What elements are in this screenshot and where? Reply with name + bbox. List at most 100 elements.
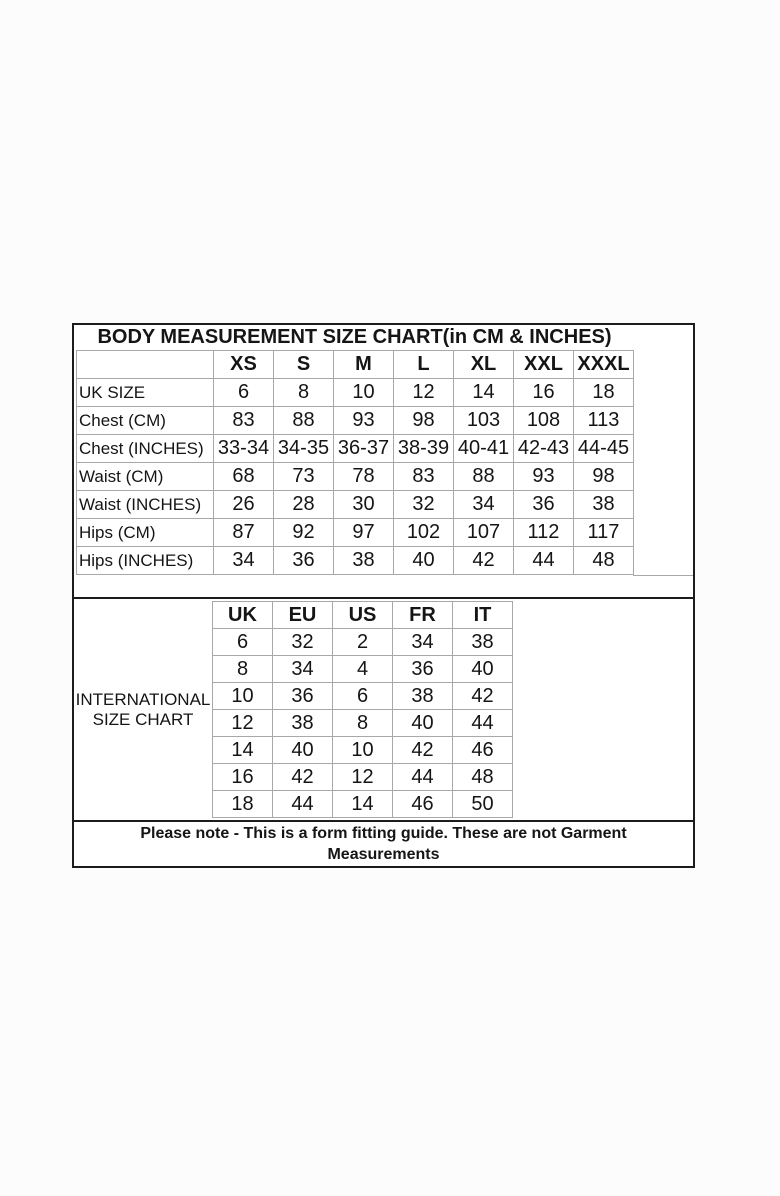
international-size-cell: 6 [332, 682, 393, 710]
size-column-header: M [333, 350, 394, 379]
measurement-value-cell: 48 [573, 546, 634, 575]
international-size-cell: 46 [452, 736, 513, 764]
measurement-row-label: Waist (INCHES) [76, 490, 214, 519]
measurement-value-cell: 93 [513, 462, 574, 491]
international-size-cell: 40 [272, 736, 333, 764]
international-label-line1: INTERNATIONAL [75, 689, 211, 709]
international-size-cell: 34 [392, 628, 453, 656]
measurement-value-cell: 38-39 [393, 434, 454, 463]
measurement-value-cell: 108 [513, 406, 574, 435]
international-size-cell: 40 [452, 655, 513, 683]
table-row: Waist (INCHES) 26 28 30 32 34 36 38 [76, 490, 634, 519]
measurement-row-label: Chest (INCHES) [76, 434, 214, 463]
international-label-line2: SIZE CHART [92, 709, 194, 729]
measurement-value-cell: 36 [513, 490, 574, 519]
measurement-value-cell: 6 [213, 378, 274, 407]
table-row: 8 34 4 36 40 [212, 655, 513, 683]
fitting-guide-note-line2: Measurements [327, 846, 440, 863]
international-size-cell: 12 [212, 709, 273, 737]
table-row: 12 38 8 40 44 [212, 709, 513, 737]
international-size-chart-label: INTERNATIONAL SIZE CHART [74, 601, 212, 818]
region-column-header: IT [452, 601, 513, 629]
table-bottom-extension-line [633, 575, 693, 576]
international-size-cell: 8 [332, 709, 393, 737]
measurement-value-cell: 14 [453, 378, 514, 407]
international-size-cell: 16 [212, 763, 273, 791]
measurement-row-label: Waist (CM) [76, 462, 214, 491]
measurement-value-cell: 44 [513, 546, 574, 575]
size-column-header: XL [453, 350, 514, 379]
size-column-header: XXXL [573, 350, 634, 379]
international-size-cell: 8 [212, 655, 273, 683]
table-row: 6 32 2 34 38 [212, 628, 513, 656]
measurement-value-cell: 117 [573, 518, 634, 547]
size-column-header: L [393, 350, 454, 379]
table-row: Chest (INCHES) 33-34 34-35 36-37 38-39 40-41 4… [76, 434, 634, 463]
fitting-guide-note-line1: Please note - This is a form fitting gui… [140, 825, 627, 842]
international-size-cell: 32 [272, 628, 333, 656]
measurement-value-cell: 73 [273, 462, 334, 491]
measurement-value-cell: 98 [393, 406, 454, 435]
international-size-cell: 10 [332, 736, 393, 764]
international-size-cell: 36 [392, 655, 453, 683]
region-column-header: UK [212, 601, 273, 629]
chart-title: BODY MEASUREMENT SIZE CHART(in CM & INCH… [97, 326, 612, 348]
section-divider-bottom [74, 820, 693, 822]
measurement-row-label: Hips (CM) [76, 518, 214, 547]
international-size-cell: 42 [452, 682, 513, 710]
measurement-value-cell: 78 [333, 462, 394, 491]
measurement-value-cell: 34 [453, 490, 514, 519]
size-chart-frame: BODY MEASUREMENT SIZE CHART(in CM & INCH… [72, 323, 695, 868]
measurement-row-label: Hips (INCHES) [76, 546, 214, 575]
measurement-value-cell: 33-34 [213, 434, 274, 463]
measurement-value-cell: 98 [573, 462, 634, 491]
measurement-value-cell: 97 [333, 518, 394, 547]
international-size-cell: 36 [272, 682, 333, 710]
measurement-value-cell: 88 [273, 406, 334, 435]
measurement-value-cell: 40 [393, 546, 454, 575]
international-size-cell: 14 [332, 790, 393, 818]
measurement-value-cell: 34-35 [273, 434, 334, 463]
table-row: Chest (CM) 83 88 93 98 103 108 113 [76, 406, 634, 435]
measurement-value-cell: 113 [573, 406, 634, 435]
international-size-cell: 2 [332, 628, 393, 656]
measurement-value-cell: 40-41 [453, 434, 514, 463]
measurement-value-cell: 26 [213, 490, 274, 519]
table-row: 10 36 6 38 42 [212, 682, 513, 710]
international-size-cell: 12 [332, 763, 393, 791]
measurement-value-cell: 38 [573, 490, 634, 519]
table-row: Hips (CM) 87 92 97 102 107 112 117 [76, 518, 634, 547]
measurement-row-label: Chest (CM) [76, 406, 214, 435]
table-row: 18 44 14 46 50 [212, 790, 513, 818]
header-row: XS S M L XL XXL XXXL [76, 350, 634, 379]
region-column-header: EU [272, 601, 333, 629]
measurement-value-cell: 18 [573, 378, 634, 407]
corner-cell [76, 350, 214, 379]
measurement-value-cell: 107 [453, 518, 514, 547]
international-size-cell: 38 [392, 682, 453, 710]
measurement-value-cell: 44-45 [573, 434, 634, 463]
measurement-value-cell: 83 [393, 462, 454, 491]
size-column-header: XXL [513, 350, 574, 379]
international-size-cell: 40 [392, 709, 453, 737]
size-column-header: XS [213, 350, 274, 379]
size-column-header: S [273, 350, 334, 379]
table-row: Hips (INCHES) 34 36 38 40 42 44 48 [76, 546, 634, 575]
measurement-value-cell: 30 [333, 490, 394, 519]
international-size-cell: 18 [212, 790, 273, 818]
measurement-value-cell: 42 [453, 546, 514, 575]
measurement-value-cell: 10 [333, 378, 394, 407]
measurement-value-cell: 103 [453, 406, 514, 435]
fitting-guide-note: Please note - This is a form fitting gui… [74, 822, 693, 866]
international-size-cell: 14 [212, 736, 273, 764]
measurement-value-cell: 87 [213, 518, 274, 547]
region-column-header: FR [392, 601, 453, 629]
international-size-cell: 38 [272, 709, 333, 737]
body-measurement-table: XS S M L XL XXL XXXL UK SIZE 6 8 10 12 14 16 18 Chest (… [76, 350, 634, 575]
international-size-cell: 10 [212, 682, 273, 710]
measurement-value-cell: 102 [393, 518, 454, 547]
international-size-cell: 44 [452, 709, 513, 737]
table-row: Waist (CM) 68 73 78 83 88 93 98 [76, 462, 634, 491]
international-size-cell: 50 [452, 790, 513, 818]
international-size-cell: 34 [272, 655, 333, 683]
